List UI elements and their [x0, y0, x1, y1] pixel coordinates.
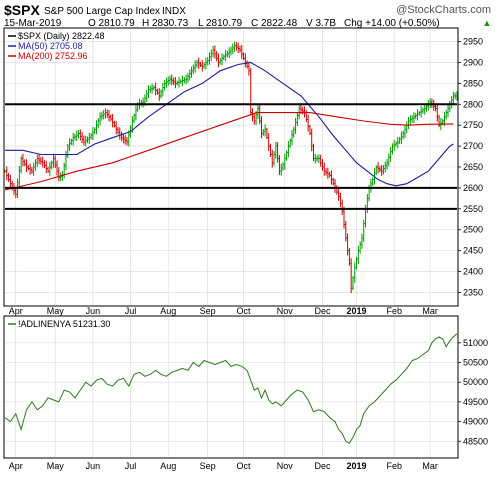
- price-y-tick-label: 2450: [463, 246, 483, 256]
- price-y-tick-label: 2600: [463, 183, 483, 193]
- breadth-x-axis: Apr May Jun Jul Aug Sep Oct Nov Dec 2019 Feb Mar: [9, 461, 438, 471]
- adline-series: [4, 333, 458, 444]
- low-label: L 2810.79: [198, 18, 243, 29]
- breadth-legend: !ADLINENYA 51231.30: [8, 319, 110, 329]
- price-y-tick-label: 2750: [463, 120, 483, 130]
- price-x-tick-label: Oct: [237, 306, 252, 316]
- breadth-x-tick-label: Nov: [277, 461, 294, 471]
- breadth-x-tick-label: Jul: [125, 461, 137, 471]
- breadth-x-tick-label: Aug: [160, 461, 176, 471]
- breadth-x-tick-label: Dec: [314, 461, 331, 471]
- legend-ma50: MA(50) 2705.08: [18, 41, 83, 51]
- date-label: 15-Mar-2019: [4, 18, 62, 29]
- breadth-x-tick-label: Mar: [422, 461, 438, 471]
- legend-breadth: !ADLINENYA 51231.30: [18, 319, 110, 329]
- breadth-y-tick-label: 50000: [463, 377, 488, 387]
- price-x-tick-label: Jun: [86, 306, 101, 316]
- breadth-line-group: [4, 333, 458, 444]
- change-label: Chg +14.00 (+0.50%): [344, 18, 440, 29]
- breadth-panel-frame: [3, 315, 459, 459]
- breadth-x-tick-label: Oct: [237, 461, 252, 471]
- moving-average-lines: [4, 61, 454, 191]
- price-y-tick-label: 2500: [463, 225, 483, 235]
- price-y-tick-label: 2950: [463, 37, 483, 47]
- breadth-x-tick-label: Feb: [386, 461, 402, 471]
- breadth-x-tick-label: May: [47, 461, 65, 471]
- price-x-tick-label: Mar: [422, 306, 438, 316]
- ma200-line: [4, 112, 454, 191]
- breadth-y-tick-label: 48500: [463, 436, 488, 446]
- symbol-label: $SPX: [4, 2, 40, 18]
- legend-price: $SPX (Daily) 2822.48: [18, 31, 105, 41]
- change-up-icon: ▲: [483, 18, 492, 28]
- price-x-tick-label: Nov: [277, 306, 294, 316]
- breadth-x-tick-label: Sep: [200, 461, 216, 471]
- price-y-tick-label: 2350: [463, 287, 483, 297]
- breadth-y-tick-label: 50500: [463, 358, 488, 368]
- breadth-x-tick-label: Apr: [9, 461, 23, 471]
- breadth-x-tick-label: 2019: [347, 461, 367, 471]
- price-x-tick-label: Aug: [160, 306, 176, 316]
- high-label: H 2830.73: [142, 18, 189, 29]
- close-label: C 2822.48: [251, 18, 298, 29]
- support-resistance-lines: [5, 103, 457, 210]
- price-legend: $SPX (Daily) 2822.48 MA(50) 2705.08 MA(2…: [8, 31, 105, 61]
- price-x-tick-label: 2019: [347, 306, 367, 316]
- open-label: O 2810.79: [88, 18, 135, 29]
- price-x-tick-label: Feb: [386, 306, 402, 316]
- index-name: S&P 500 Large Cap Index INDX: [44, 6, 186, 17]
- price-x-tick-label: Sep: [200, 306, 216, 316]
- price-x-tick-label: May: [47, 306, 65, 316]
- price-y-tick-label: 2900: [463, 57, 483, 67]
- watermark: @StockCharts.com: [396, 4, 491, 16]
- volume-label: V 3.7B: [306, 18, 336, 29]
- legend-ma200: MA(200) 2752.96: [18, 51, 88, 61]
- price-x-tick-label: Jul: [125, 306, 137, 316]
- price-y-axis: 2350 2400 2450 2500 2550 2600 2650 2700 2750 2800…: [458, 37, 483, 297]
- breadth-x-tick-label: Jun: [86, 461, 101, 471]
- breadth-y-tick-label: 49500: [463, 397, 488, 407]
- price-y-tick-label: 2650: [463, 162, 483, 172]
- ma50-line: [5, 61, 454, 187]
- price-x-axis: Apr May Jun Jul Aug Sep Oct Nov Dec 2019 Feb Mar: [9, 306, 438, 316]
- breadth-grid: [5, 317, 457, 457]
- breadth-y-tick-label: 51000: [463, 338, 488, 348]
- breadth-y-tick-label: 49000: [463, 417, 488, 427]
- price-y-tick-label: 2800: [463, 99, 483, 109]
- price-x-tick-label: Dec: [314, 306, 331, 316]
- price-bars: [3, 41, 459, 294]
- price-y-tick-label: 2550: [463, 204, 483, 214]
- price-x-tick-label: Apr: [9, 306, 23, 316]
- price-y-tick-label: 2700: [463, 141, 483, 151]
- price-y-tick-label: 2850: [463, 78, 483, 88]
- breadth-y-axis: 48500 49000 49500 50000 50500 51000: [458, 338, 488, 446]
- price-y-tick-label: 2400: [463, 267, 483, 277]
